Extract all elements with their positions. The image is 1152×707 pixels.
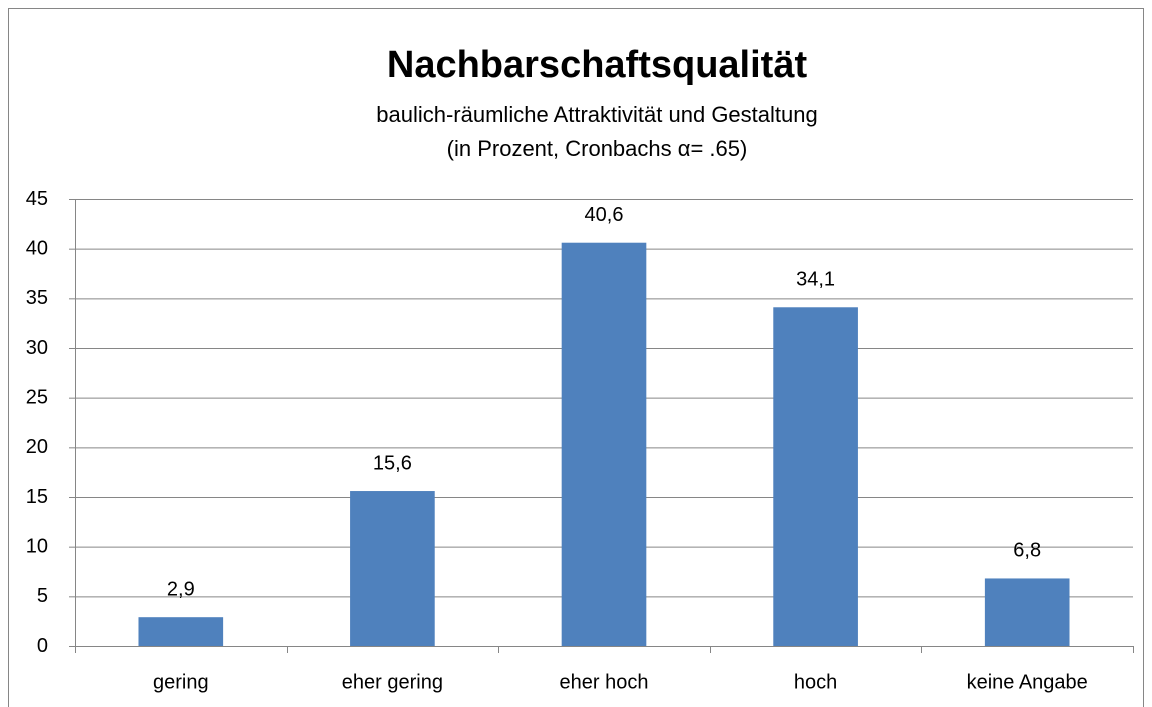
bar (773, 307, 858, 646)
bar (984, 578, 1070, 646)
y-tick-label: 45 (26, 188, 48, 210)
chart-border (8, 8, 1144, 707)
data-label: 34,1 (796, 269, 835, 291)
chart-subtitle: (in Prozent, Cronbachs α= .65) (447, 136, 748, 161)
y-tick-label: 5 (37, 585, 48, 607)
data-label: 15,6 (373, 452, 412, 474)
y-tick-label: 20 (26, 436, 48, 458)
y-tick-label: 40 (26, 237, 48, 259)
bar (138, 617, 224, 646)
y-tick-label: 10 (26, 535, 48, 557)
bar (561, 242, 647, 646)
x-tick-label: eher hoch (560, 671, 649, 693)
y-tick-label: 15 (26, 486, 48, 508)
y-tick-label: 25 (26, 386, 48, 408)
x-tick-label: keine Angabe (967, 671, 1088, 693)
y-tick-label: 35 (26, 287, 48, 309)
y-tick-label: 0 (37, 635, 48, 657)
x-tick-label: eher gering (342, 671, 443, 693)
data-label: 6,8 (1013, 540, 1041, 562)
data-label: 2,9 (167, 578, 195, 600)
data-label: 40,6 (585, 204, 624, 226)
chart-subtitle: baulich-räumliche Attraktivität und Gest… (376, 102, 817, 127)
x-tick-label: gering (153, 671, 209, 693)
bar (350, 491, 435, 646)
chart-title: Nachbarschaftsqualität (387, 44, 808, 86)
x-tick-label: hoch (794, 671, 837, 693)
y-tick-label: 30 (26, 337, 48, 359)
